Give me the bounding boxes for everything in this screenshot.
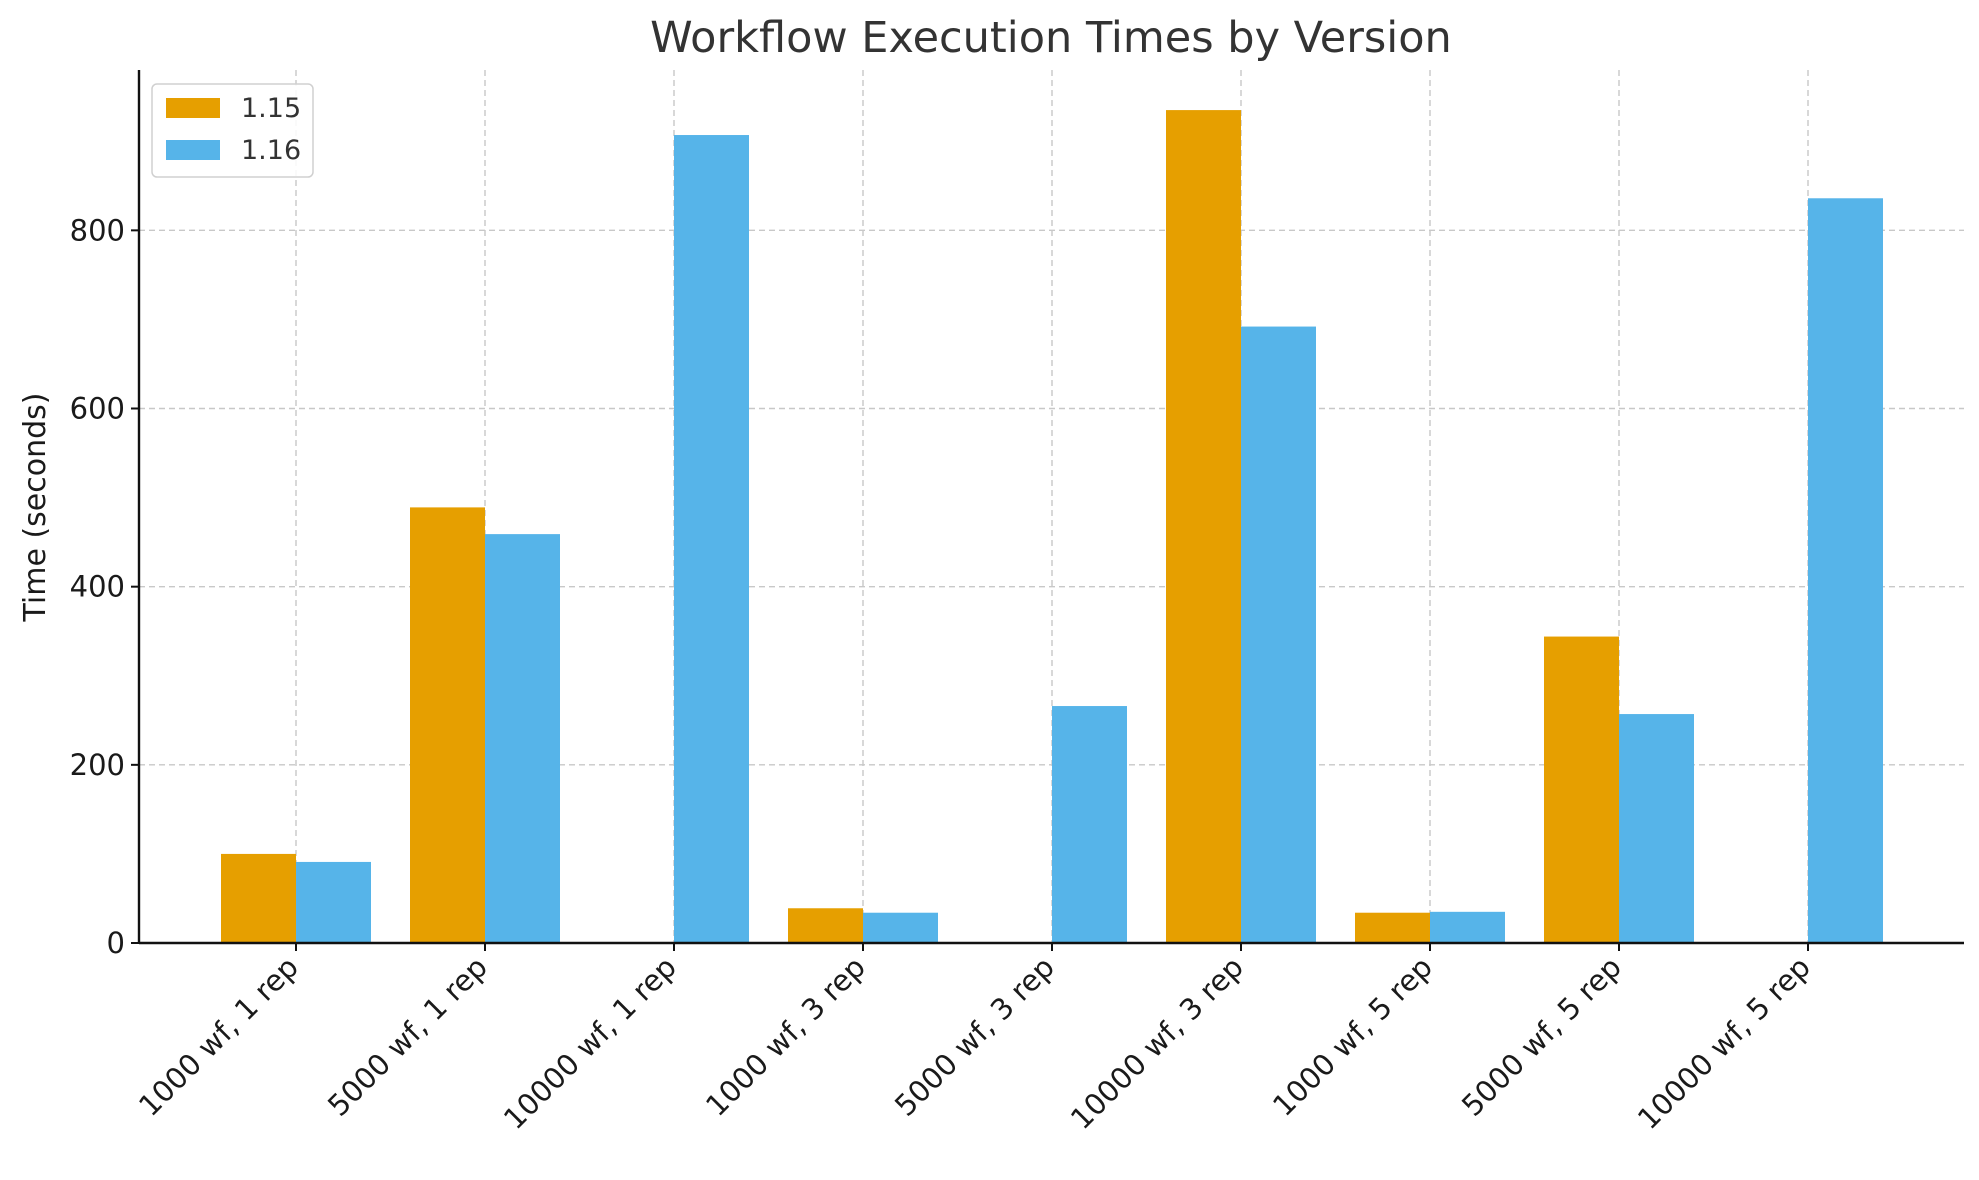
legend-label: 1.16	[241, 135, 301, 166]
x-tick-label: 5000 wf, 5 rep	[1455, 950, 1628, 1123]
y-tick-label: 400	[70, 570, 125, 604]
y-tick-label: 0	[107, 926, 125, 960]
bar-1-15	[1355, 912, 1430, 943]
bar-1-15	[410, 507, 485, 943]
x-tick-label: 1000 wf, 5 rep	[1266, 950, 1439, 1123]
bars	[221, 110, 1883, 943]
bar-1-15	[1166, 110, 1241, 943]
bar-1-16	[485, 534, 560, 943]
bar-1-15	[1544, 636, 1619, 943]
bar-1-16	[296, 861, 371, 943]
legend-swatch	[166, 140, 220, 160]
x-tick-label: 10000 wf, 1 rep	[497, 950, 683, 1136]
x-tick-label: 10000 wf, 3 rep	[1064, 950, 1250, 1136]
bar-1-16	[674, 135, 749, 943]
x-ticks: 1000 wf, 1 rep 5000 wf, 1 rep 10000 wf, 1 …	[132, 943, 1817, 1136]
y-ticks: 0 200 400 600 800	[70, 213, 139, 960]
y-axis-title: Time (seconds)	[18, 393, 53, 623]
x-tick-label: 5000 wf, 1 rep	[321, 950, 494, 1123]
bar-1-16	[1052, 706, 1127, 943]
y-tick-label: 200	[70, 748, 125, 782]
x-tick-label: 1000 wf, 1 rep	[132, 950, 305, 1123]
legend: 1.15 1.16	[151, 83, 314, 178]
x-tick-label: 5000 wf, 3 rep	[888, 950, 1061, 1123]
y-tick-label: 600	[70, 392, 125, 426]
bar-1-15	[221, 853, 296, 943]
bar-1-15	[788, 908, 863, 943]
legend-label: 1.15	[241, 93, 301, 124]
x-tick-label: 1000 wf, 3 rep	[699, 950, 872, 1123]
y-tick-label: 800	[70, 213, 125, 247]
bar-1-16	[1430, 911, 1505, 943]
bar-1-16	[1808, 198, 1883, 943]
x-tick-label: 10000 wf, 5 rep	[1631, 950, 1817, 1136]
bar-1-16	[863, 912, 938, 943]
bar-1-16	[1619, 714, 1694, 943]
chart-title: Workflow Execution Times by Version	[650, 13, 1452, 63]
legend-swatch	[166, 98, 220, 118]
bar-1-16	[1241, 326, 1316, 943]
